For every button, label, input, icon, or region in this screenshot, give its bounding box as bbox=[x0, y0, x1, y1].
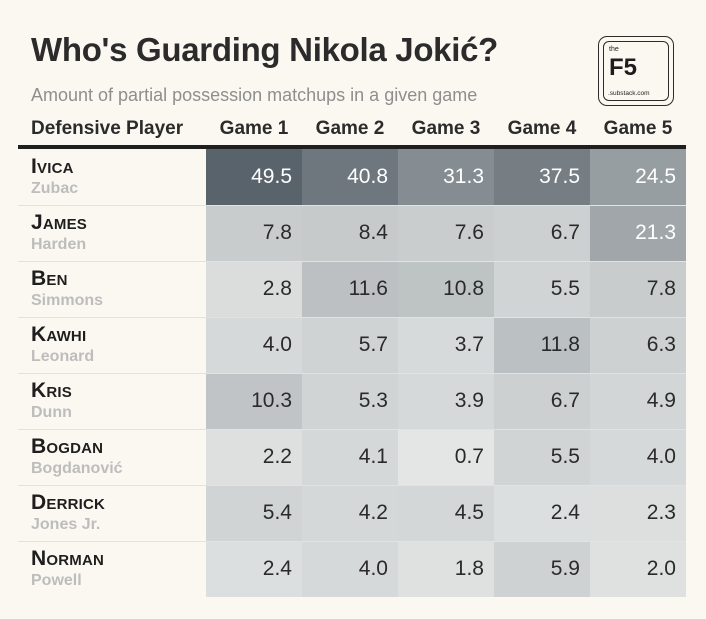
heatmap-cell: 2.4 bbox=[206, 541, 302, 597]
heatmap-cell: 1.8 bbox=[398, 541, 494, 597]
heatmap-cell: 4.5 bbox=[398, 485, 494, 541]
player-first-name: Bogdan bbox=[31, 435, 104, 458]
heatmap-cell: 4.2 bbox=[302, 485, 398, 541]
column-header-game-2: Game 2 bbox=[315, 118, 385, 139]
player-name: Kawhi Leonard bbox=[31, 323, 94, 367]
player-name: Derrick Jones Jr. bbox=[31, 491, 105, 535]
heatmap-cell: 11.6 bbox=[302, 261, 398, 317]
player-name: James Harden bbox=[31, 211, 87, 255]
table-row: Bogdan Bogdanović 2.2 4.1 0.7 5.5 4.0 bbox=[0, 429, 706, 485]
heatmap-cell: 5.9 bbox=[494, 541, 590, 597]
chart-subtitle: Amount of partial possession matchups in… bbox=[31, 85, 478, 105]
heatmap-cell: 10.8 bbox=[398, 261, 494, 317]
player-first-name: Norman bbox=[31, 547, 105, 570]
player-last-name: Simmons bbox=[31, 292, 104, 309]
row-divider bbox=[18, 485, 686, 486]
column-header-game-1: Game 1 bbox=[219, 118, 289, 139]
heatmap-cell: 7.6 bbox=[398, 205, 494, 261]
heatmap-cell: 37.5 bbox=[494, 149, 590, 205]
heatmap-cell: 4.0 bbox=[590, 429, 686, 485]
heatmap-cell: 3.9 bbox=[398, 373, 494, 429]
player-first-name: Kris bbox=[31, 379, 72, 402]
table-row: Ben Simmons 2.8 11.6 10.8 5.5 7.8 bbox=[0, 261, 706, 317]
header-rule bbox=[18, 145, 686, 149]
table-row: Derrick Jones Jr. 5.4 4.2 4.5 2.4 2.3 bbox=[0, 485, 706, 541]
column-header-game-3: Game 3 bbox=[411, 118, 481, 139]
heatmap-cell: 0.7 bbox=[398, 429, 494, 485]
heatmap-cell: 2.4 bbox=[494, 485, 590, 541]
heatmap-cell: 4.0 bbox=[206, 317, 302, 373]
heatmap-cell: 7.8 bbox=[206, 205, 302, 261]
player-first-name: Ivica bbox=[31, 155, 74, 178]
table-row: Kris Dunn 10.3 5.3 3.9 6.7 4.9 bbox=[0, 373, 706, 429]
logo-f5-text: F5 bbox=[609, 54, 638, 81]
player-last-name: Leonard bbox=[31, 348, 95, 365]
player-first-name: Kawhi bbox=[31, 323, 87, 346]
player-last-name: Dunn bbox=[31, 404, 72, 421]
heatmap-cell: 21.3 bbox=[590, 205, 686, 261]
heatmap-cell: 6.7 bbox=[494, 205, 590, 261]
heatmap-cell: 4.0 bbox=[302, 541, 398, 597]
row-divider bbox=[18, 373, 686, 374]
heatmap-cell: 2.3 bbox=[590, 485, 686, 541]
logo-frame: the F5 .substack.com bbox=[603, 41, 669, 101]
heatmap-cell: 4.9 bbox=[590, 373, 686, 429]
row-divider bbox=[18, 541, 686, 542]
heatmap-cell: 6.7 bbox=[494, 373, 590, 429]
player-first-name: Ben bbox=[31, 267, 68, 290]
table-row: Ivica Zubac 49.5 40.8 31.3 37.5 24.5 bbox=[0, 149, 706, 205]
chart-title: Who's Guarding Nikola Jokić? bbox=[31, 31, 499, 68]
heatmap-cell: 31.3 bbox=[398, 149, 494, 205]
row-divider bbox=[18, 429, 686, 430]
player-name: Ben Simmons bbox=[31, 267, 103, 311]
logo-the-text: the bbox=[609, 46, 619, 53]
table-row: Norman Powell 2.4 4.0 1.8 5.9 2.0 bbox=[0, 541, 706, 597]
heatmap-cell: 11.8 bbox=[494, 317, 590, 373]
heatmap-cell: 2.0 bbox=[590, 541, 686, 597]
table-header: Defensive Player Game 1 Game 2 Game 3 Game … bbox=[0, 115, 706, 143]
table-row: James Harden 7.8 8.4 7.6 6.7 21.3 bbox=[0, 205, 706, 261]
heatmap-cell: 5.7 bbox=[302, 317, 398, 373]
heatmap-cell: 6.3 bbox=[590, 317, 686, 373]
heatmap-cell: 2.2 bbox=[206, 429, 302, 485]
heatmap-cell: 7.8 bbox=[590, 261, 686, 317]
player-name: Ivica Zubac bbox=[31, 155, 78, 199]
player-last-name: Powell bbox=[31, 572, 82, 589]
heatmap-cell: 5.5 bbox=[494, 261, 590, 317]
heatmap-cell: 24.5 bbox=[590, 149, 686, 205]
column-header-game-5: Game 5 bbox=[603, 118, 673, 139]
player-first-name: Derrick bbox=[31, 491, 106, 514]
player-first-name: James bbox=[31, 211, 88, 234]
player-last-name: Jones Jr. bbox=[31, 516, 101, 533]
column-header-player: Defensive Player bbox=[31, 118, 184, 139]
player-name: Kris Dunn bbox=[31, 379, 72, 423]
heatmap-cell: 5.4 bbox=[206, 485, 302, 541]
heatmap-cell: 40.8 bbox=[302, 149, 398, 205]
row-divider bbox=[18, 205, 686, 206]
player-name: Norman Powell bbox=[31, 547, 104, 591]
heatmap-cell: 8.4 bbox=[302, 205, 398, 261]
f5-logo: the F5 .substack.com bbox=[598, 36, 674, 106]
heatmap-cell: 3.7 bbox=[398, 317, 494, 373]
table-row: Kawhi Leonard 4.0 5.7 3.7 11.8 6.3 bbox=[0, 317, 706, 373]
player-name: Bogdan Bogdanović bbox=[31, 435, 123, 479]
row-divider bbox=[18, 261, 686, 262]
player-last-name: Harden bbox=[31, 236, 87, 253]
heatmap-cell: 5.3 bbox=[302, 373, 398, 429]
heatmap-cell: 4.1 bbox=[302, 429, 398, 485]
row-divider bbox=[18, 317, 686, 318]
column-header-game-4: Game 4 bbox=[507, 118, 577, 139]
heatmap-cell: 10.3 bbox=[206, 373, 302, 429]
heatmap-cell: 5.5 bbox=[494, 429, 590, 485]
heatmap-cell: 2.8 bbox=[206, 261, 302, 317]
heatmap-cell: 49.5 bbox=[206, 149, 302, 205]
logo-domain-text: .substack.com bbox=[608, 90, 650, 97]
player-last-name: Bogdanović bbox=[31, 460, 123, 477]
player-last-name: Zubac bbox=[31, 180, 79, 197]
